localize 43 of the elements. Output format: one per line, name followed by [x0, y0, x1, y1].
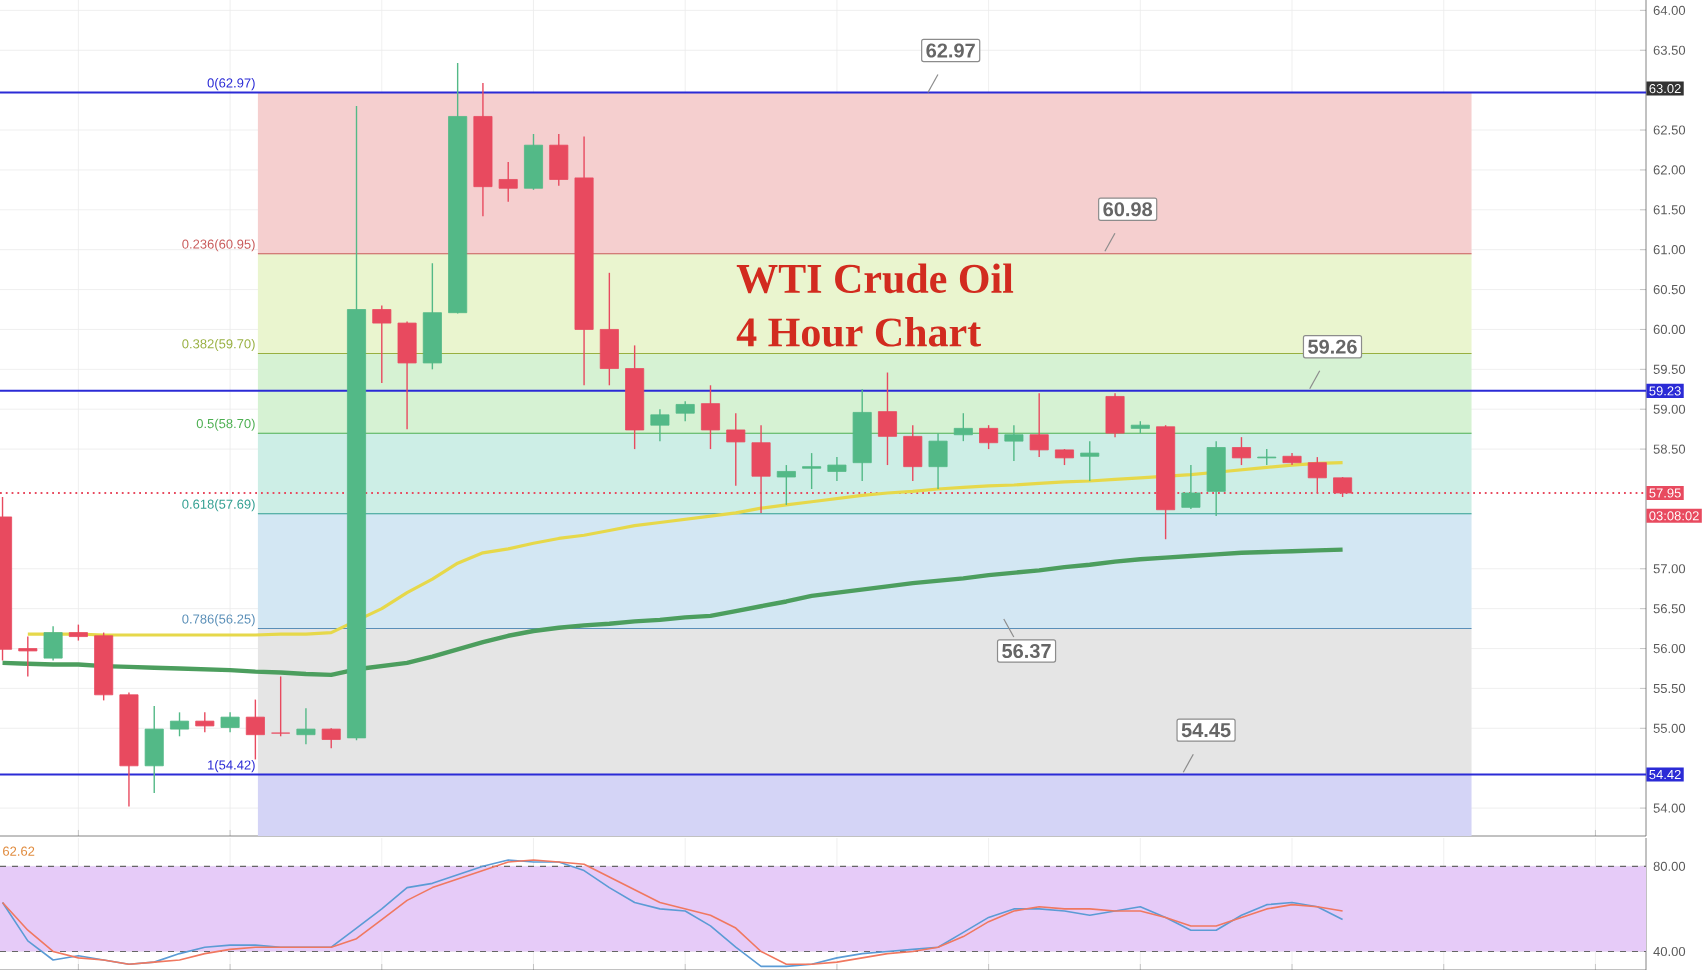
- candlestick: [953, 412, 973, 442]
- candlestick: [827, 456, 847, 482]
- candlestick: [220, 711, 240, 733]
- candlestick: [397, 320, 417, 430]
- candlestick: [1231, 436, 1251, 466]
- text: 4 Hour Chart: [736, 317, 981, 347]
- annotation: 60.98: [1103, 202, 1153, 217]
- candlestick: [700, 384, 720, 450]
- annotation: 56.37: [1002, 643, 1051, 659]
- candlestick: [1181, 464, 1201, 510]
- candlestick: [1004, 424, 1024, 462]
- candlestick: [776, 464, 796, 506]
- candlestick: [43, 625, 63, 662]
- candlestick: [1029, 392, 1049, 458]
- candlestick: [1206, 440, 1226, 517]
- candlestick: [271, 675, 291, 737]
- candlestick: [979, 424, 999, 450]
- candlestick: [751, 424, 771, 514]
- candlestick: [195, 711, 215, 733]
- candlestick: [523, 133, 543, 191]
- candlestick: [928, 432, 948, 490]
- candlestick: [498, 161, 518, 203]
- candlestick: [170, 711, 190, 737]
- annotation: 59.26: [1308, 339, 1357, 354]
- candlestick: [321, 727, 341, 749]
- candlestick: [802, 452, 822, 490]
- candlestick: [144, 705, 164, 794]
- candlestick: [296, 707, 316, 745]
- candlestick: [726, 412, 746, 487]
- candlestick: [372, 304, 392, 384]
- candlestick: [877, 371, 897, 466]
- annotation: 62.97: [926, 43, 975, 58]
- candlestick: [675, 400, 695, 422]
- candlestick: [650, 408, 670, 442]
- candlestick: [1105, 392, 1125, 438]
- annotation: 54.45: [1181, 723, 1231, 738]
- text: WTI Crude Oil: [736, 263, 1014, 294]
- candlestick: [18, 635, 38, 678]
- candlestick: [599, 272, 619, 386]
- candlestick: [549, 133, 569, 187]
- candlestick: [903, 424, 923, 482]
- candlestick: [1080, 440, 1100, 482]
- candlestick: [245, 698, 265, 761]
